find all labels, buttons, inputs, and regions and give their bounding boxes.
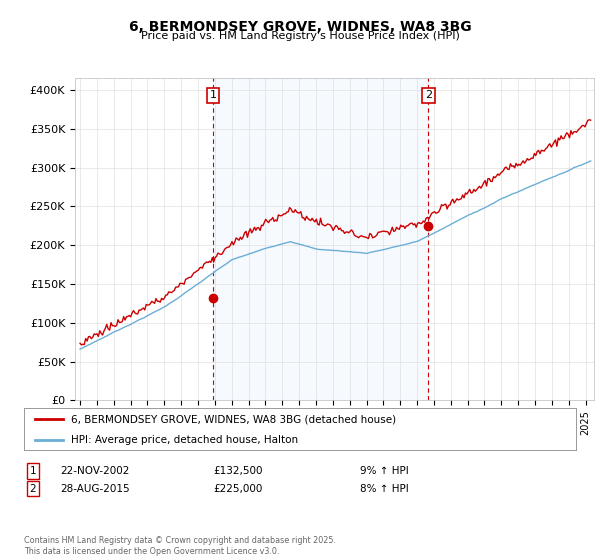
Text: 22-NOV-2002: 22-NOV-2002	[60, 466, 130, 476]
Text: £225,000: £225,000	[213, 484, 262, 494]
Text: Contains HM Land Registry data © Crown copyright and database right 2025.
This d: Contains HM Land Registry data © Crown c…	[24, 536, 336, 556]
Text: 2: 2	[425, 91, 432, 100]
Text: HPI: Average price, detached house, Halton: HPI: Average price, detached house, Halt…	[71, 436, 298, 445]
Text: Price paid vs. HM Land Registry's House Price Index (HPI): Price paid vs. HM Land Registry's House …	[140, 31, 460, 41]
Text: £132,500: £132,500	[213, 466, 263, 476]
Text: 8% ↑ HPI: 8% ↑ HPI	[360, 484, 409, 494]
Text: 28-AUG-2015: 28-AUG-2015	[60, 484, 130, 494]
Text: 1: 1	[29, 466, 37, 476]
Text: 6, BERMONDSEY GROVE, WIDNES, WA8 3BG (detached house): 6, BERMONDSEY GROVE, WIDNES, WA8 3BG (de…	[71, 414, 396, 424]
Text: 9% ↑ HPI: 9% ↑ HPI	[360, 466, 409, 476]
Text: 2: 2	[29, 484, 37, 494]
Text: 1: 1	[209, 91, 217, 100]
Bar	[213, 78, 428, 400]
Text: 6, BERMONDSEY GROVE, WIDNES, WA8 3BG: 6, BERMONDSEY GROVE, WIDNES, WA8 3BG	[128, 20, 472, 34]
